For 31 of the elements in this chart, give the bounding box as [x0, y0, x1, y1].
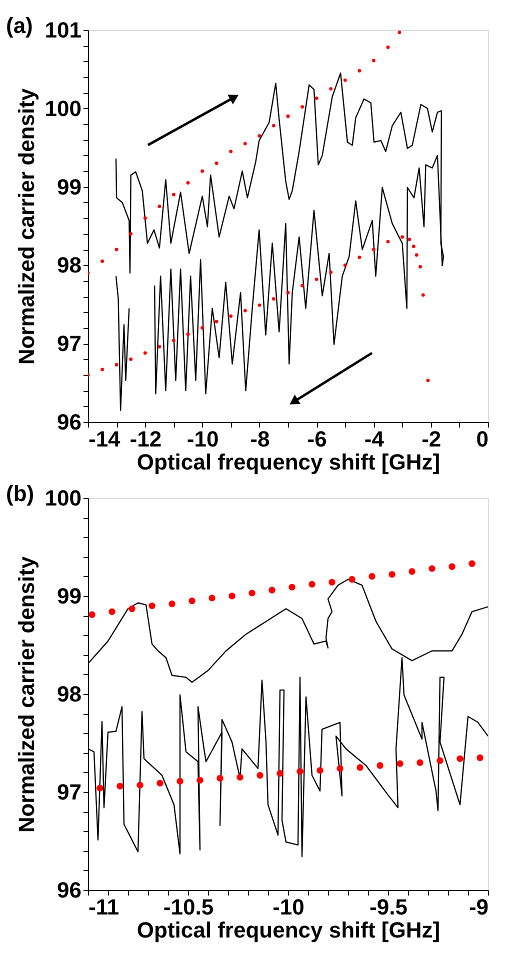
- x-tick-label: 0: [476, 426, 488, 452]
- x-tick-label: -10: [272, 894, 304, 920]
- x-axis-title: Optical frequency shift [GHz]: [136, 918, 440, 942]
- y-tick-label: 100: [44, 96, 82, 121]
- y-tick-label: 96: [57, 878, 82, 902]
- y-tick-label: 97: [57, 780, 82, 804]
- x-tick-label: -4: [364, 426, 385, 452]
- chart-title: (a): [6, 13, 33, 38]
- x-axis-title: Optical frequency shift [GHz]: [136, 450, 440, 474]
- x-tick-label: -9: [468, 894, 488, 920]
- x-tick-label: -2: [422, 426, 442, 452]
- x-tick-label: -11: [88, 894, 120, 920]
- y-tick-label: 98: [57, 682, 82, 706]
- y-tick-label: 101: [44, 18, 82, 42]
- x-tick-label: -10: [186, 426, 219, 452]
- line-series: [115, 276, 130, 411]
- x-tick-label: -14: [88, 426, 122, 452]
- x-tick-label: -10.5: [163, 894, 214, 920]
- x-tick-label: -6: [307, 426, 327, 452]
- y-tick-label: 96: [57, 410, 82, 434]
- y-axis-title: Normalized carrier density: [14, 88, 39, 365]
- y-axis-title: Normalized carrier density: [14, 556, 39, 833]
- y-tick-label: 99: [57, 174, 82, 200]
- x-tick-label: -12: [130, 426, 162, 452]
- y-tick-label: 97: [57, 331, 82, 356]
- y-tick-label: 99: [57, 584, 82, 608]
- y-tick-label: 98: [57, 252, 82, 278]
- chart-title: (b): [6, 481, 34, 506]
- x-tick-label: -9.5: [370, 894, 408, 920]
- y-tick-label: 100: [44, 486, 82, 510]
- x-tick-label: -8: [250, 426, 270, 452]
